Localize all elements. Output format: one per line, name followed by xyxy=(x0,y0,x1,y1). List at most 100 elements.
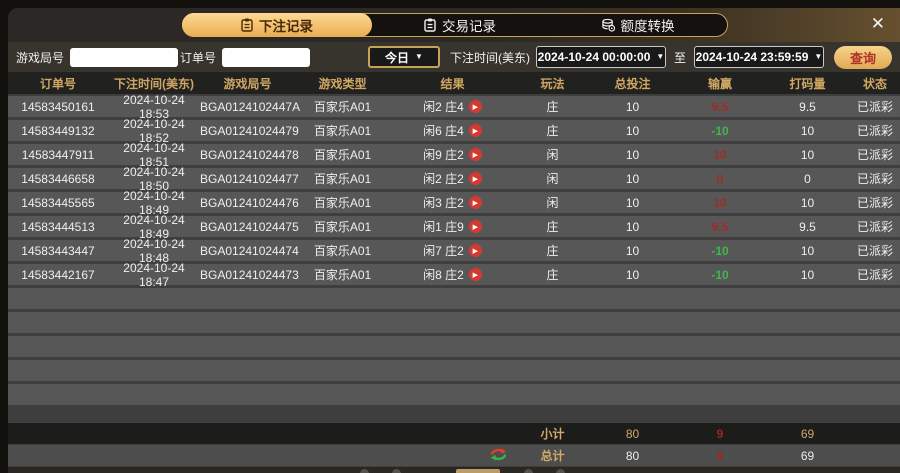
cell-winloss: 9.5 xyxy=(711,219,729,234)
column-header: 打码量 xyxy=(789,76,826,91)
pagination-button[interactable] xyxy=(392,469,401,473)
cell-order: 14583449132 xyxy=(21,123,95,138)
cell-turnover: 10 xyxy=(800,243,815,258)
tab-bet-records[interactable]: 下注记录 xyxy=(182,13,372,37)
table-row: 14583444513 2024-10-24 18:49 BGA0124102447… xyxy=(8,213,900,241)
table-row: 14583445565 2024-10-24 18:49 BGA0124102447… xyxy=(8,189,900,217)
cell-turnover: 10 xyxy=(800,147,815,162)
empty-table-row xyxy=(8,384,900,405)
cell-winloss: 0 xyxy=(716,171,724,186)
cell-play: 闲 xyxy=(546,196,559,210)
result-text: 闲2 庄2 xyxy=(423,172,464,186)
end-time-select[interactable]: 2024-10-24 23:59:59 ▼ xyxy=(694,46,824,68)
column-header: 输赢 xyxy=(707,76,732,91)
cell-order: 14583447911 xyxy=(21,147,95,162)
pagination-button[interactable] xyxy=(524,469,533,473)
cell-game: 百家乐A01 xyxy=(313,148,372,162)
subtotal-turnover: 69 xyxy=(800,426,815,441)
cell-time: 2024-10-24 18:48 xyxy=(123,236,185,265)
cell-game: 百家乐A01 xyxy=(313,124,372,138)
pagination-button[interactable] xyxy=(556,469,565,473)
play-icon[interactable]: ▶ xyxy=(468,220,482,233)
total-bet: 80 xyxy=(625,448,640,463)
subtotal-winloss: 9 xyxy=(716,426,724,441)
cell-bet: 10 xyxy=(625,123,640,138)
cell-game: 百家乐A01 xyxy=(313,172,372,186)
play-icon[interactable]: ▶ xyxy=(468,244,482,257)
date-preset-value: 今日 xyxy=(385,50,410,65)
column-header: 游戏局号 xyxy=(223,76,272,91)
chevron-down-icon: ▼ xyxy=(656,52,665,61)
search-button[interactable]: 查询 xyxy=(834,45,892,69)
swap-icon[interactable] xyxy=(490,448,507,464)
cell-turnover: 10 xyxy=(800,123,815,138)
cell-time: 2024-10-24 18:51 xyxy=(123,140,185,169)
total-turnover: 69 xyxy=(800,448,815,463)
cell-status: 已派彩 xyxy=(856,244,893,258)
cell-order: 14583442167 xyxy=(21,267,95,282)
cell-time: 2024-10-24 18:53 xyxy=(123,92,185,121)
pagination-button[interactable] xyxy=(360,469,369,473)
cell-status: 已派彩 xyxy=(856,148,893,162)
play-icon[interactable]: ▶ xyxy=(468,100,482,113)
date-preset-select[interactable]: 今日 ▼ xyxy=(367,46,440,68)
cell-result: 闲6 庄4 ▶ xyxy=(390,122,515,139)
cell-round: BGA0124102447A xyxy=(200,99,301,114)
play-icon[interactable]: ▶ xyxy=(468,196,482,209)
cell-time: 2024-10-24 18:49 xyxy=(123,212,185,241)
cell-play: 庄 xyxy=(546,220,559,234)
cell-round: BGA01241024475 xyxy=(200,219,299,234)
order-no-label: 订单号 xyxy=(180,50,217,65)
cell-status: 已派彩 xyxy=(856,124,893,138)
order-no-input[interactable] xyxy=(222,47,311,67)
tab-transaction-records[interactable]: 交易记录 xyxy=(371,14,549,36)
cell-winloss: -10 xyxy=(711,123,729,138)
cell-round: BGA01241024478 xyxy=(200,147,299,162)
cell-bet: 10 xyxy=(625,243,640,258)
filter-bar: 游戏局号 订单号 今日 ▼ 下注时间(美东) 2024-10-24 00:00:… xyxy=(8,42,900,72)
result-text: 闲1 庄9 xyxy=(423,220,464,234)
play-icon[interactable]: ▶ xyxy=(468,124,482,137)
cell-game: 百家乐A01 xyxy=(313,268,372,282)
empty-table-row xyxy=(8,288,900,309)
cell-winloss: -10 xyxy=(711,243,729,258)
cell-order: 14583450161 xyxy=(21,99,95,114)
result-text: 闲7 庄2 xyxy=(423,244,464,258)
total-label: 总计 xyxy=(540,449,565,463)
start-time-value: 2024-10-24 00:00:00 xyxy=(537,50,651,64)
cell-turnover: 10 xyxy=(800,195,815,210)
cell-game: 百家乐A01 xyxy=(313,244,372,258)
tab-credit-transfer[interactable]: 额度转换 xyxy=(549,14,727,36)
column-header: 玩法 xyxy=(540,76,565,91)
page-number-box[interactable] xyxy=(456,469,500,473)
cell-bet: 10 xyxy=(625,99,640,114)
column-header: 下注时间(美东) xyxy=(114,76,194,91)
document-icon xyxy=(424,18,436,32)
play-icon[interactable]: ▶ xyxy=(468,148,482,161)
play-icon[interactable]: ▶ xyxy=(468,268,482,281)
total-winloss: 9 xyxy=(716,448,724,463)
play-icon[interactable]: ▶ xyxy=(468,172,482,185)
bet-records-dialog: 下注记录 交易记录 额度转换 ✕ 游戏局号 订单号 今日 ▼ xyxy=(8,8,900,473)
cell-time: 2024-10-24 18:50 xyxy=(123,164,185,193)
cell-order: 14583443447 xyxy=(21,243,95,258)
cell-winloss: -10 xyxy=(711,267,729,282)
cell-round: BGA01241024477 xyxy=(200,171,299,186)
cell-round: BGA01241024479 xyxy=(200,123,299,138)
table-row: 14583443447 2024-10-24 18:48 BGA0124102447… xyxy=(8,237,900,265)
close-icon[interactable]: ✕ xyxy=(870,14,885,33)
table-header-row: 订单号 下注时间(美东) 游戏局号 游戏类型 结果 玩法 总投注 输赢 打码量 状态 xyxy=(8,72,900,94)
chevron-down-icon: ▼ xyxy=(814,52,823,61)
result-text: 闲6 庄4 xyxy=(423,124,464,138)
cell-result: 闲9 庄2 ▶ xyxy=(390,146,515,163)
cell-play: 庄 xyxy=(546,268,559,282)
empty-table-row xyxy=(8,336,900,357)
cell-play: 闲 xyxy=(546,172,559,186)
table-row: 14583450161 2024-10-24 18:53 BGA0124102447… xyxy=(8,93,900,121)
game-round-input[interactable] xyxy=(70,47,179,67)
cell-winloss: 9.5 xyxy=(711,99,729,114)
result-text: 闲8 庄2 xyxy=(423,268,464,282)
start-time-select[interactable]: 2024-10-24 00:00:00 ▼ xyxy=(535,46,666,68)
cell-round: BGA01241024476 xyxy=(200,195,299,210)
empty-table-row xyxy=(8,312,900,333)
